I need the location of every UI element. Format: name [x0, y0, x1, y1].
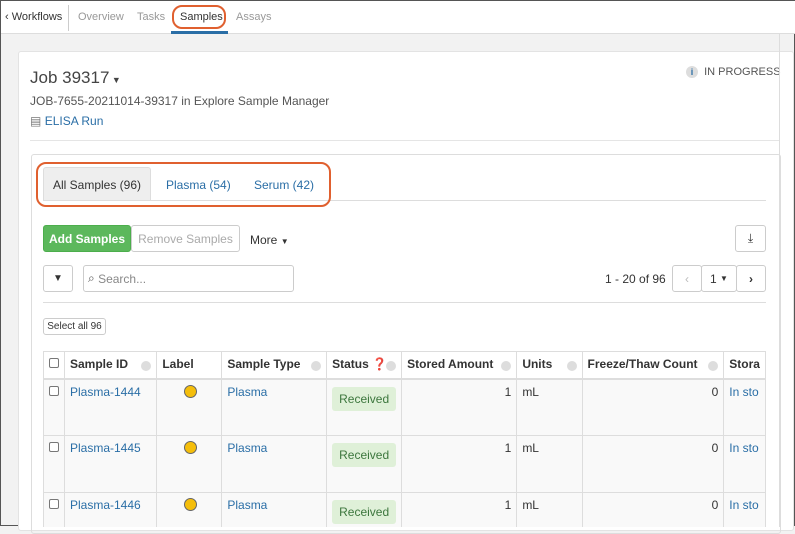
status-badge: i IN PROGRESS [686, 66, 781, 78]
sample-type-link[interactable]: Plasma [227, 384, 268, 399]
protocol-link[interactable]: ▤ ELISA Run [30, 114, 104, 128]
row-checkbox[interactable] [43, 378, 65, 436]
page-select[interactable]: 1 ▼ [701, 265, 737, 292]
job-title[interactable]: Job 39317 ▼ [30, 68, 121, 87]
table-row: Plasma-1445 Plasma Received 1 mL 0 In st… [43, 435, 766, 493]
samples-table: Sample ID Label Sample Type Status ❓ Sto… [43, 351, 766, 527]
col-units[interactable]: Units [516, 351, 583, 380]
sort-icon [501, 361, 512, 371]
storage-link[interactable]: In sto [729, 441, 759, 455]
divider [68, 5, 69, 31]
col-label[interactable]: Label [156, 351, 223, 380]
table-row: Plasma-1446 Plasma Received 1 mL 0 In st… [43, 492, 766, 527]
freeze-thaw-count: 0 [581, 492, 725, 527]
file-icon: ▤ [30, 114, 42, 128]
back-workflows-link[interactable]: ‹ Workflows [5, 11, 63, 23]
tab-tasks[interactable]: Tasks [137, 11, 166, 23]
tab-samples[interactable]: Samples [180, 11, 223, 23]
tab-serum[interactable]: Serum (42) [254, 178, 315, 192]
sort-icon [141, 361, 152, 371]
col-sample-id[interactable]: Sample ID [63, 351, 158, 380]
sort-icon [311, 361, 322, 371]
download-button[interactable]: ⤓ [735, 225, 766, 252]
divider [43, 302, 766, 303]
row-checkbox[interactable] [43, 492, 65, 527]
select-all-checkbox[interactable] [43, 351, 65, 380]
filter-button[interactable]: ▼ [43, 265, 73, 292]
label-cell [156, 492, 223, 527]
sample-id-link[interactable]: Plasma-1445 [70, 441, 141, 455]
stored-amount: 1 [401, 378, 518, 436]
units: mL [516, 378, 583, 436]
sort-icon [566, 361, 577, 371]
freeze-thaw-count: 0 [581, 378, 725, 436]
table-viewport: Sample ID Label Sample Type Status ❓ Sto… [43, 351, 766, 527]
status-badge: Received [332, 386, 397, 411]
col-stored-amount[interactable]: Stored Amount [401, 351, 518, 380]
tabs-divider [43, 200, 766, 201]
sort-icon [386, 361, 397, 371]
download-icon: ⤓ [747, 231, 754, 245]
caret-down-icon: ▼ [280, 237, 289, 246]
label-color-dot [184, 384, 198, 398]
caret-down-icon: ▼ [109, 75, 121, 85]
col-freeze-thaw[interactable]: Freeze/Thaw Count [581, 351, 725, 380]
highlight-samples-tab [172, 5, 226, 29]
highlight-sample-tabs [36, 162, 331, 207]
units: mL [516, 492, 583, 527]
filter-icon: ▼ [53, 273, 63, 284]
caret-down-icon: ▼ [720, 274, 728, 283]
stored-amount: 1 [401, 435, 518, 493]
tab-assays[interactable]: Assays [236, 11, 272, 23]
add-samples-button[interactable]: Add Samples [43, 225, 131, 252]
select-all-button[interactable]: Select all 96 [43, 318, 106, 335]
scrollbar-track[interactable] [779, 34, 780, 527]
tab-all-samples[interactable]: All Samples (96) [43, 167, 151, 201]
status-badge: Received [332, 500, 397, 524]
col-sample-type[interactable]: Sample Type [221, 351, 328, 380]
paging-info: 1 - 20 of 96 [605, 272, 666, 286]
sample-id-link[interactable]: Plasma-1446 [70, 498, 141, 512]
storage-link[interactable]: In sto [729, 498, 759, 512]
divider [30, 140, 780, 141]
remove-samples-button[interactable]: Remove Samples [131, 225, 240, 252]
sample-type-link[interactable]: Plasma [227, 441, 268, 455]
info-icon: i [686, 66, 698, 78]
prev-page-button[interactable]: ‹ [672, 265, 702, 292]
row-checkbox[interactable] [43, 435, 65, 493]
freeze-thaw-count: 0 [581, 435, 725, 493]
help-icon: ❓ [372, 357, 388, 371]
col-storage[interactable]: Stora [723, 351, 766, 380]
label-color-dot [184, 498, 198, 511]
label-color-dot [184, 441, 198, 454]
status-badge: Received [332, 443, 397, 467]
job-subtitle: JOB-7655-20211014-39317 in Explore Sampl… [30, 94, 330, 108]
next-page-button[interactable]: › [736, 265, 766, 292]
tab-overview[interactable]: Overview [78, 11, 124, 23]
top-nav: ‹ Workflows Overview Tasks Samples Assay… [1, 1, 795, 34]
stored-amount: 1 [401, 492, 518, 527]
more-menu[interactable]: More ▼ [250, 233, 289, 247]
units: mL [516, 435, 583, 493]
storage-link[interactable]: In sto [729, 384, 759, 399]
label-cell [156, 378, 223, 436]
label-cell [156, 435, 223, 493]
sample-type-link[interactable]: Plasma [227, 498, 268, 512]
table-row: Plasma-1444 Plasma Received 1 mL 0 In st… [43, 378, 766, 436]
sort-icon [708, 361, 719, 371]
search-icon: ⌕ [88, 271, 95, 285]
tab-plasma[interactable]: Plasma (54) [166, 178, 231, 192]
active-tab-underline [171, 31, 228, 34]
search-input[interactable]: ⌕ Search... [83, 265, 294, 292]
col-status[interactable]: Status ❓ [326, 351, 403, 380]
sample-id-link[interactable]: Plasma-1444 [70, 384, 141, 399]
